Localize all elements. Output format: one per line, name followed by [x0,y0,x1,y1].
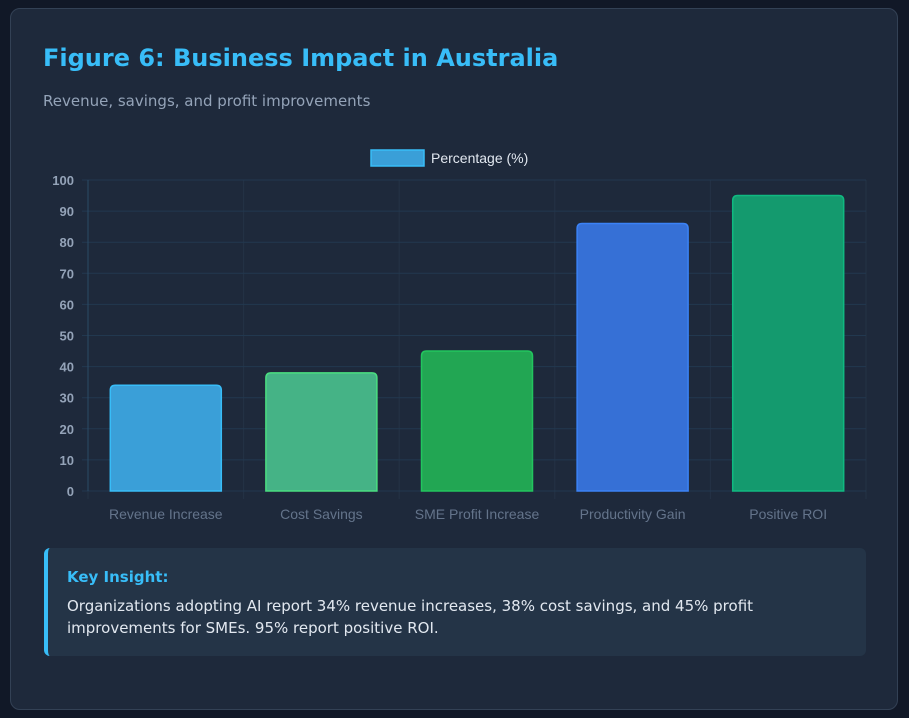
bar-revenue-increase [109,384,223,492]
insight-text: Organizations adopting AI report 34% rev… [67,597,754,637]
x-tick-label: SME Profit Increase [415,506,540,522]
y-tick-label: 50 [60,329,74,344]
bar-sme-profit-increase [420,350,534,492]
y-tick-label: 80 [60,235,74,250]
y-tick-label: 0 [67,484,74,499]
bar-cost-savings [265,372,378,492]
legend-label: Percentage (%) [431,150,528,166]
bar-positive-roi [731,194,845,492]
y-tick-label: 100 [52,173,74,188]
y-tick-label: 10 [60,453,74,468]
x-tick-label: Revenue Increase [109,506,223,522]
bar-chart: 0 10 20 30 40 50 60 70 80 90 100 Revenue Increase Co… [52,149,867,522]
figure-subtitle: Revenue, savings, and profit improvement… [43,92,371,110]
x-tick-label: Positive ROI [749,506,827,522]
y-tick-label: 90 [60,204,74,219]
insight-title: Key Insight: [67,568,169,586]
figure-title: Figure 6: Business Impact in Australia [43,44,559,72]
y-tick-label: 20 [60,422,74,437]
y-tick-label: 30 [60,391,74,406]
x-tick-label: Cost Savings [280,506,362,522]
legend-swatch [370,149,425,167]
y-tick-label: 60 [60,297,74,312]
x-tick-label: Productivity Gain [580,506,686,522]
bar-productivity-gain [576,222,689,492]
y-tick-label: 70 [60,266,74,281]
key-insight-box: Key Insight: Organizations adopting AI r… [44,548,866,656]
y-tick-label: 40 [60,360,74,375]
